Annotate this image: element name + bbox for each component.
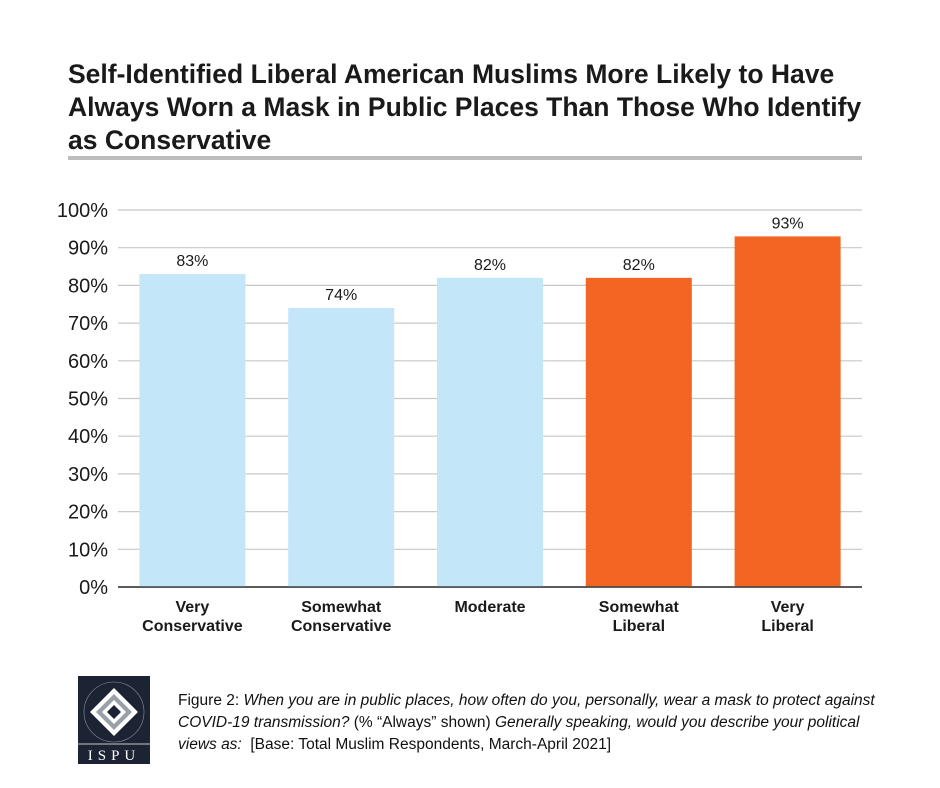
x-tick-label: Very (175, 599, 209, 616)
x-tick-label: Very (771, 599, 805, 616)
ispu-logo: ISPU (78, 676, 150, 764)
svg-text:ISPU: ISPU (88, 748, 141, 764)
bar (585, 277, 692, 587)
figure-label: Figure 2: (178, 692, 240, 709)
x-tick-label: Conservative (142, 618, 243, 635)
y-tick-label: 10% (68, 539, 108, 561)
bar (139, 274, 246, 587)
chart-title: Self-Identified Liberal American Muslims… (68, 59, 862, 155)
x-tick-label: Liberal (761, 618, 813, 635)
question-2: Generally speaking, would you describe y… (178, 714, 860, 753)
x-tick-label: Conservative (291, 618, 392, 635)
y-tick-label: 30% (68, 464, 108, 486)
x-tick-label: Somewhat (599, 599, 680, 616)
y-tick-label: 100% (57, 200, 108, 222)
bar-chart: 0% 10% 20% 30% 40% 50% 60% 70% 80% 90% 100% 83% Very… (57, 200, 862, 635)
y-tick-label: 0% (79, 577, 108, 599)
bar (437, 277, 543, 587)
data-label: 74% (325, 287, 357, 304)
x-tick-label: Moderate (454, 599, 525, 616)
x-tick-label: Somewhat (301, 599, 382, 616)
data-label: 93% (772, 215, 804, 232)
y-tick-label: 20% (68, 502, 108, 524)
note: (% “Always” shown) (353, 714, 491, 731)
question-1: When you are in public places, how often… (178, 692, 875, 731)
data-label: 82% (474, 257, 506, 274)
figure-caption: Figure 2: When you are in public places,… (178, 690, 898, 756)
y-tick-label: 40% (68, 426, 108, 448)
bar (734, 236, 841, 587)
data-label: 82% (623, 257, 655, 274)
y-tick-label: 70% (68, 313, 108, 335)
base-note: [Base: Total Muslim Respondents, March-A… (250, 736, 612, 753)
title-divider (68, 156, 862, 160)
bar (288, 308, 395, 587)
y-tick-label: 60% (68, 351, 108, 373)
y-tick-label: 90% (68, 238, 108, 260)
y-tick-label: 50% (68, 389, 108, 411)
x-tick-label: Liberal (613, 618, 665, 635)
data-label: 83% (176, 253, 208, 270)
y-tick-label: 80% (68, 275, 108, 297)
